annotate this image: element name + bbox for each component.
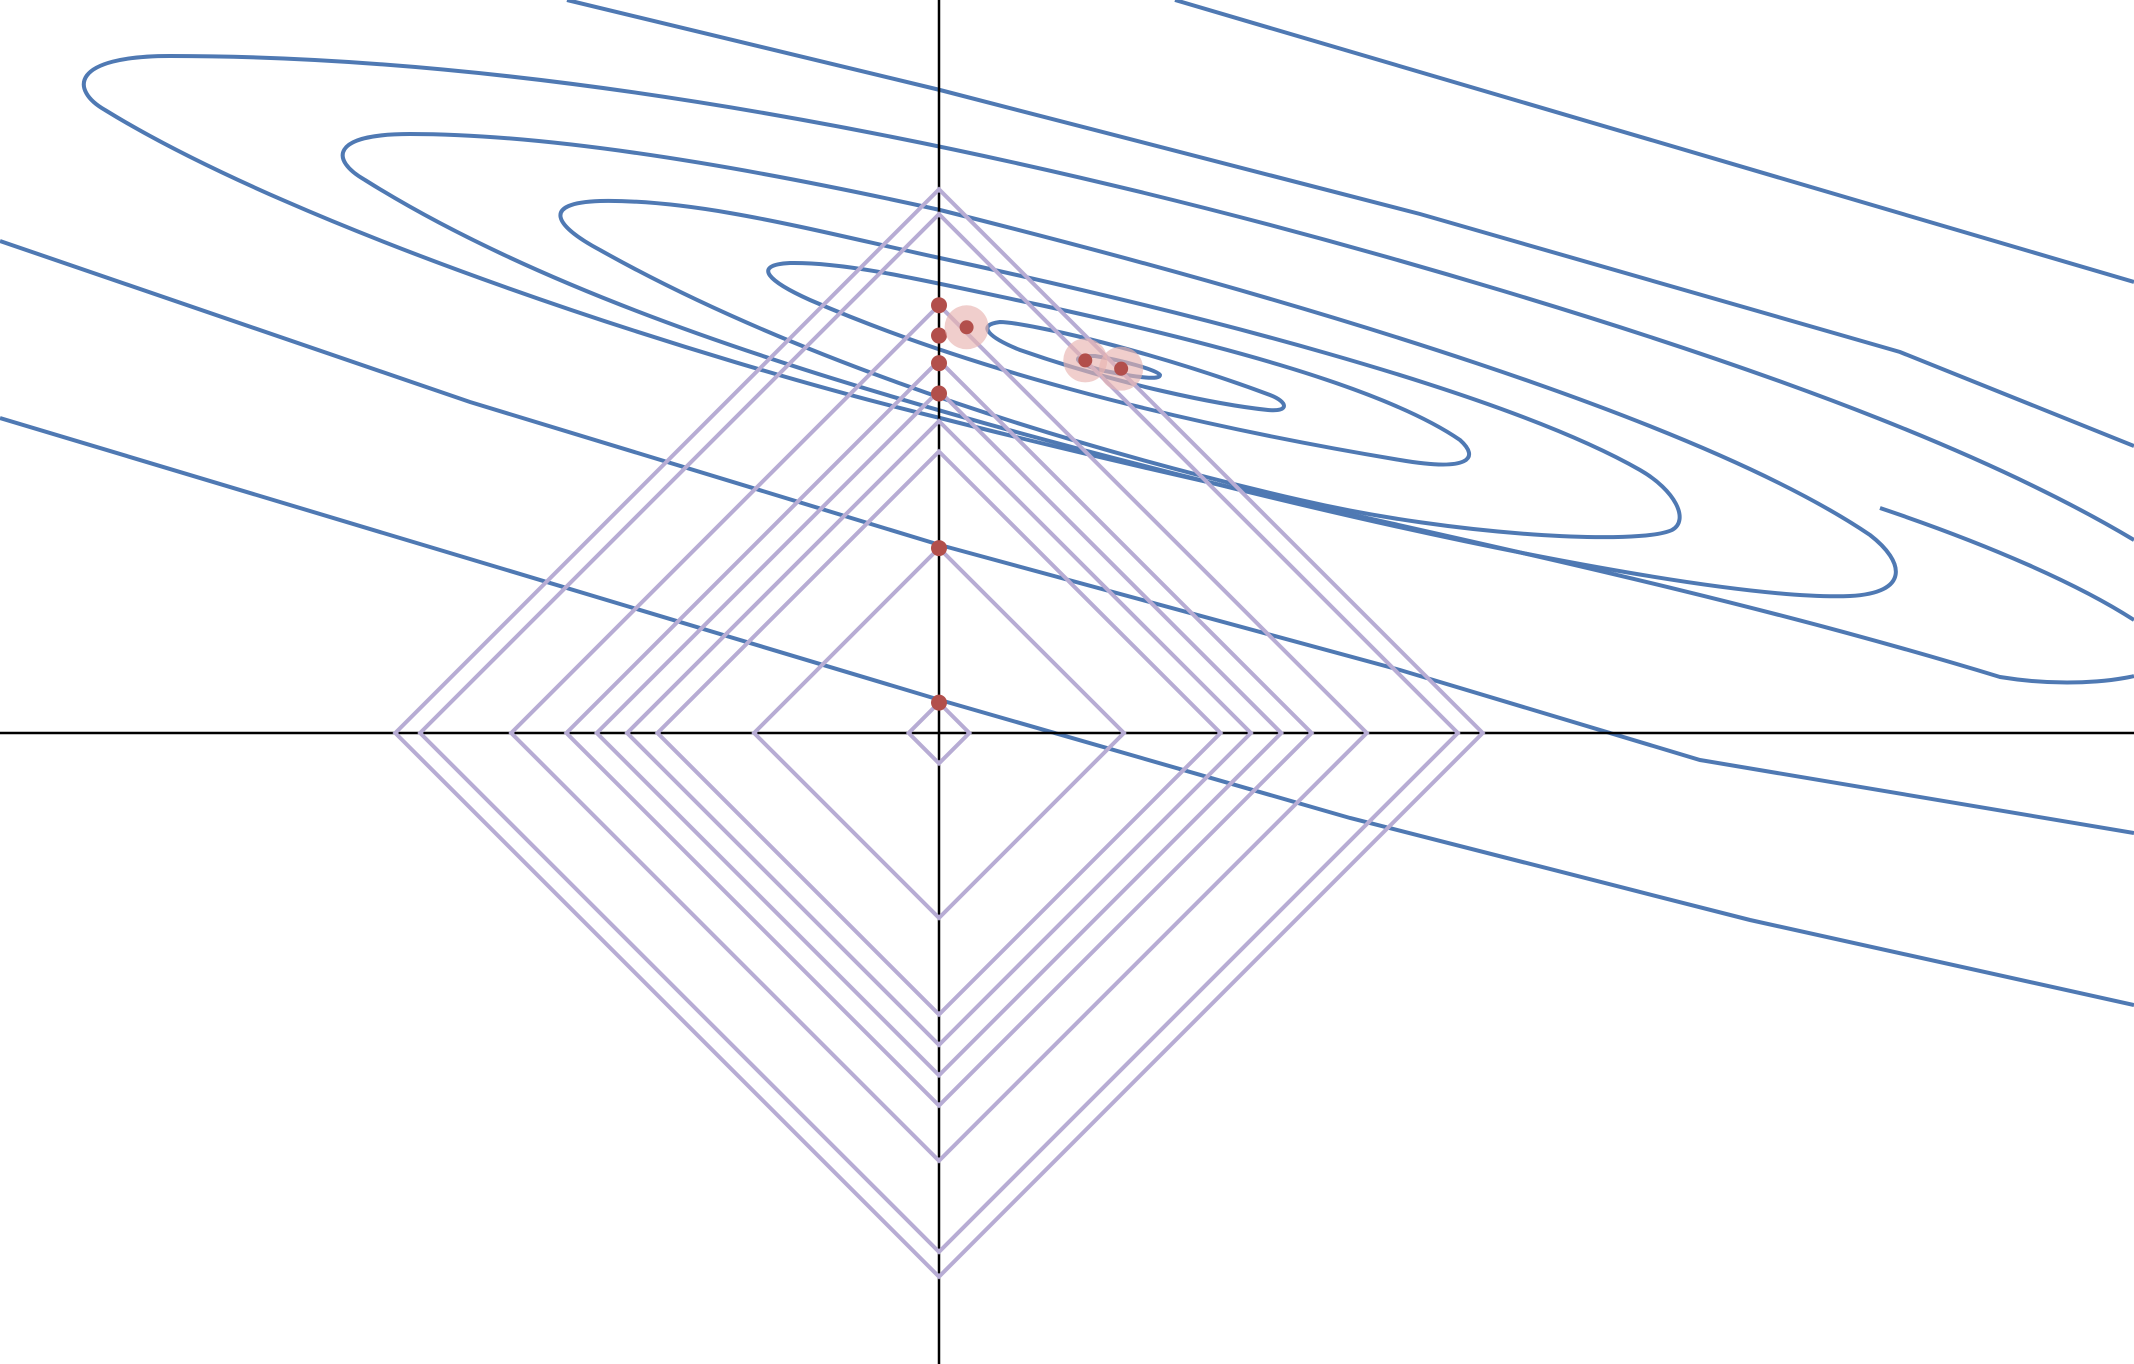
contour-ellipse-2 — [340, 131, 1898, 599]
l1-ball-diamond — [417, 211, 1461, 1255]
axis-solution-point — [931, 355, 947, 372]
l1-ball-contours — [392, 186, 1486, 1280]
axis-solution-point — [931, 297, 947, 314]
contour-ellipse-5 — [985, 319, 1286, 413]
contour-outer-upper-left — [566, 0, 2134, 448]
contour-outer-lower-right — [0, 416, 2134, 1007]
l1-ball-diamond — [392, 186, 1486, 1280]
off-axis-solution-point — [959, 320, 974, 335]
axis-solution-point — [931, 327, 947, 344]
axis-solution-point — [931, 694, 947, 711]
l1-ball-diamond — [593, 387, 1285, 1079]
contour-ellipse-1 — [81, 54, 2134, 685]
l1-ball-diamond — [624, 418, 1254, 1048]
l1-ball-diamond — [563, 357, 1315, 1109]
axis-solution-point — [931, 540, 947, 557]
l1-ball-diamond — [751, 545, 1127, 921]
contour-ellipse-3 — [558, 198, 1682, 540]
contour-outer-upper-right — [1174, 0, 2134, 284]
off-axis-solution-point — [1114, 361, 1129, 376]
contour-lower-band — [0, 239, 2134, 835]
loss-contours — [0, 0, 2134, 1007]
axis-solution-point — [931, 385, 947, 402]
contour-outer-closing — [1879, 506, 2134, 622]
solution-points — [931, 297, 1144, 711]
l1-ball-diamond — [508, 302, 1370, 1164]
off-axis-solution-point — [1078, 353, 1093, 368]
l1-ball-diamond — [654, 448, 1224, 1018]
l1-ball-diamond — [905, 699, 973, 767]
contour-ellipse-4 — [766, 260, 1472, 467]
